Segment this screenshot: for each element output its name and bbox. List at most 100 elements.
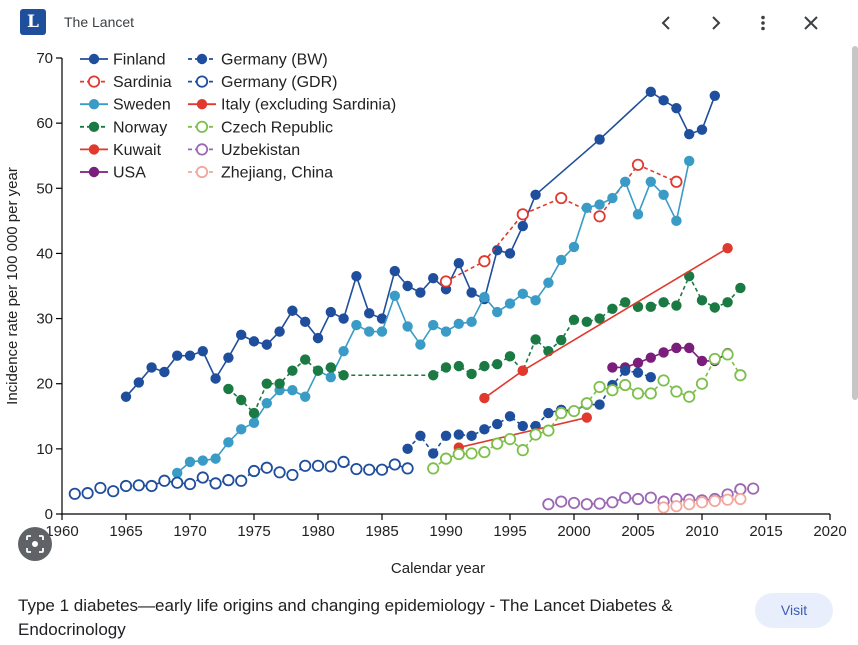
legend-item: Czech Republic (188, 119, 333, 136)
lens-icon (26, 535, 44, 553)
scrollbar[interactable] (852, 46, 858, 400)
data-point (184, 350, 196, 361)
data-point (376, 326, 388, 337)
data-point (415, 430, 426, 442)
source-name[interactable]: The Lancet (64, 14, 135, 30)
data-point (504, 248, 516, 259)
data-point (478, 255, 491, 268)
data-point (299, 459, 312, 472)
data-point (146, 362, 157, 373)
lancet-logo: L (20, 9, 46, 35)
legend-marker (195, 165, 209, 179)
data-point (735, 282, 746, 294)
data-point (542, 424, 555, 437)
data-point (427, 462, 440, 475)
data-point (568, 314, 580, 326)
data-point (695, 496, 709, 509)
data-point (683, 390, 696, 403)
data-point (492, 358, 503, 370)
x-tick-label: 1965 (109, 523, 142, 540)
chevron-left-icon[interactable] (652, 8, 682, 38)
top-bar: L The Lancet (0, 0, 858, 46)
data-point (196, 471, 209, 484)
data-point (338, 313, 349, 324)
data-point (364, 308, 375, 319)
data-point (325, 372, 336, 383)
data-point (606, 496, 619, 509)
visit-button[interactable]: Visit (755, 593, 833, 628)
legend-label: Uzbekistan (221, 142, 300, 159)
data-point (389, 290, 400, 301)
legend-marker (88, 53, 100, 65)
x-tick-label: 1975 (237, 523, 270, 540)
data-point (158, 474, 171, 487)
data-point (517, 288, 528, 300)
x-tick-label: 1990 (429, 523, 462, 540)
data-point (645, 352, 656, 363)
data-point (696, 355, 708, 367)
data-point (619, 378, 632, 392)
data-point (504, 298, 516, 309)
chevron-right-icon[interactable] (700, 8, 730, 38)
y-tick-label: 30 (36, 311, 53, 328)
data-point (632, 209, 644, 220)
data-point (350, 462, 363, 476)
data-point (492, 418, 503, 430)
x-tick-label: 2020 (813, 523, 846, 540)
data-point (607, 362, 618, 373)
close-icon[interactable] (796, 8, 826, 38)
data-point (183, 477, 197, 491)
data-point (452, 447, 465, 461)
data-point (145, 479, 158, 493)
data-point (492, 306, 503, 318)
legend-label: Norway (113, 119, 167, 136)
legend-label: Sweden (113, 97, 171, 114)
data-point (172, 350, 183, 361)
data-point (695, 377, 709, 390)
series-9 (427, 348, 747, 475)
data-point (568, 241, 580, 253)
data-point (581, 202, 592, 214)
data-point (620, 365, 631, 376)
legend-marker (196, 99, 208, 110)
x-tick-label: 1995 (493, 523, 526, 540)
data-point (606, 384, 619, 397)
x-tick-label: 2010 (685, 523, 718, 540)
data-point (631, 492, 645, 506)
legend-label: Finland (113, 52, 165, 69)
data-point (363, 463, 376, 476)
data-point (428, 319, 439, 331)
data-point (555, 191, 568, 205)
legend-label: Germany (BW) (221, 52, 328, 69)
data-point (567, 496, 581, 510)
more-vert-icon[interactable] (748, 8, 778, 38)
legend-item: Norway (80, 119, 167, 136)
data-point (607, 303, 618, 314)
chart-svg: 1960 1965 1970 1975 1980 1985 1990 1995 2000 2005… (4, 50, 847, 577)
data-point (222, 474, 235, 487)
x-tick-label: 2000 (557, 523, 590, 540)
data-point (620, 297, 631, 308)
data-point (670, 385, 683, 398)
data-point (658, 95, 669, 106)
legend-label: Czech Republic (221, 119, 333, 136)
data-point (492, 244, 503, 256)
data-point (286, 468, 299, 482)
data-point (684, 342, 695, 354)
x-axis-label: Calendar year (391, 560, 485, 577)
legend-item: USA (80, 165, 146, 182)
data-point (581, 316, 592, 328)
data-point (287, 365, 298, 376)
legend-item: Uzbekistan (188, 142, 300, 159)
data-point (580, 498, 593, 511)
legend-item: Finland (80, 52, 165, 69)
data-point (247, 464, 261, 478)
data-point (658, 347, 669, 358)
data-point (657, 374, 670, 387)
y-axis-label: Incidence rate per 100 000 per year (4, 167, 21, 405)
lens-search-button[interactable] (18, 527, 52, 561)
data-point (210, 453, 221, 464)
legend-label: Kuwait (113, 142, 162, 159)
image-caption[interactable]: Type 1 diabetes—early life origins and c… (18, 596, 673, 639)
data-point (517, 220, 528, 232)
